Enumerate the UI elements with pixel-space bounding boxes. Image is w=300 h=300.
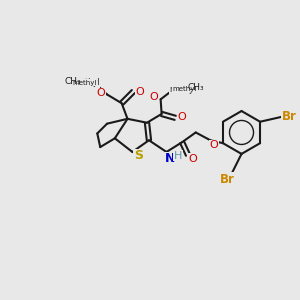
Text: CH₃: CH₃	[64, 77, 81, 86]
Text: O: O	[97, 88, 106, 98]
Text: S: S	[134, 149, 143, 162]
Text: Br: Br	[220, 173, 234, 186]
Text: methyl: methyl	[170, 85, 196, 94]
Text: O: O	[178, 112, 187, 122]
Text: methyl: methyl	[173, 85, 197, 91]
Text: H: H	[174, 151, 182, 161]
Text: CH₃: CH₃	[188, 83, 205, 92]
Text: Br: Br	[282, 110, 297, 123]
Text: O: O	[210, 140, 219, 150]
Text: N: N	[165, 152, 176, 165]
Text: O: O	[136, 86, 145, 97]
Text: O: O	[149, 92, 158, 102]
Text: methyl: methyl	[73, 78, 100, 87]
Text: O: O	[188, 154, 197, 164]
Text: methyl: methyl	[72, 80, 97, 86]
